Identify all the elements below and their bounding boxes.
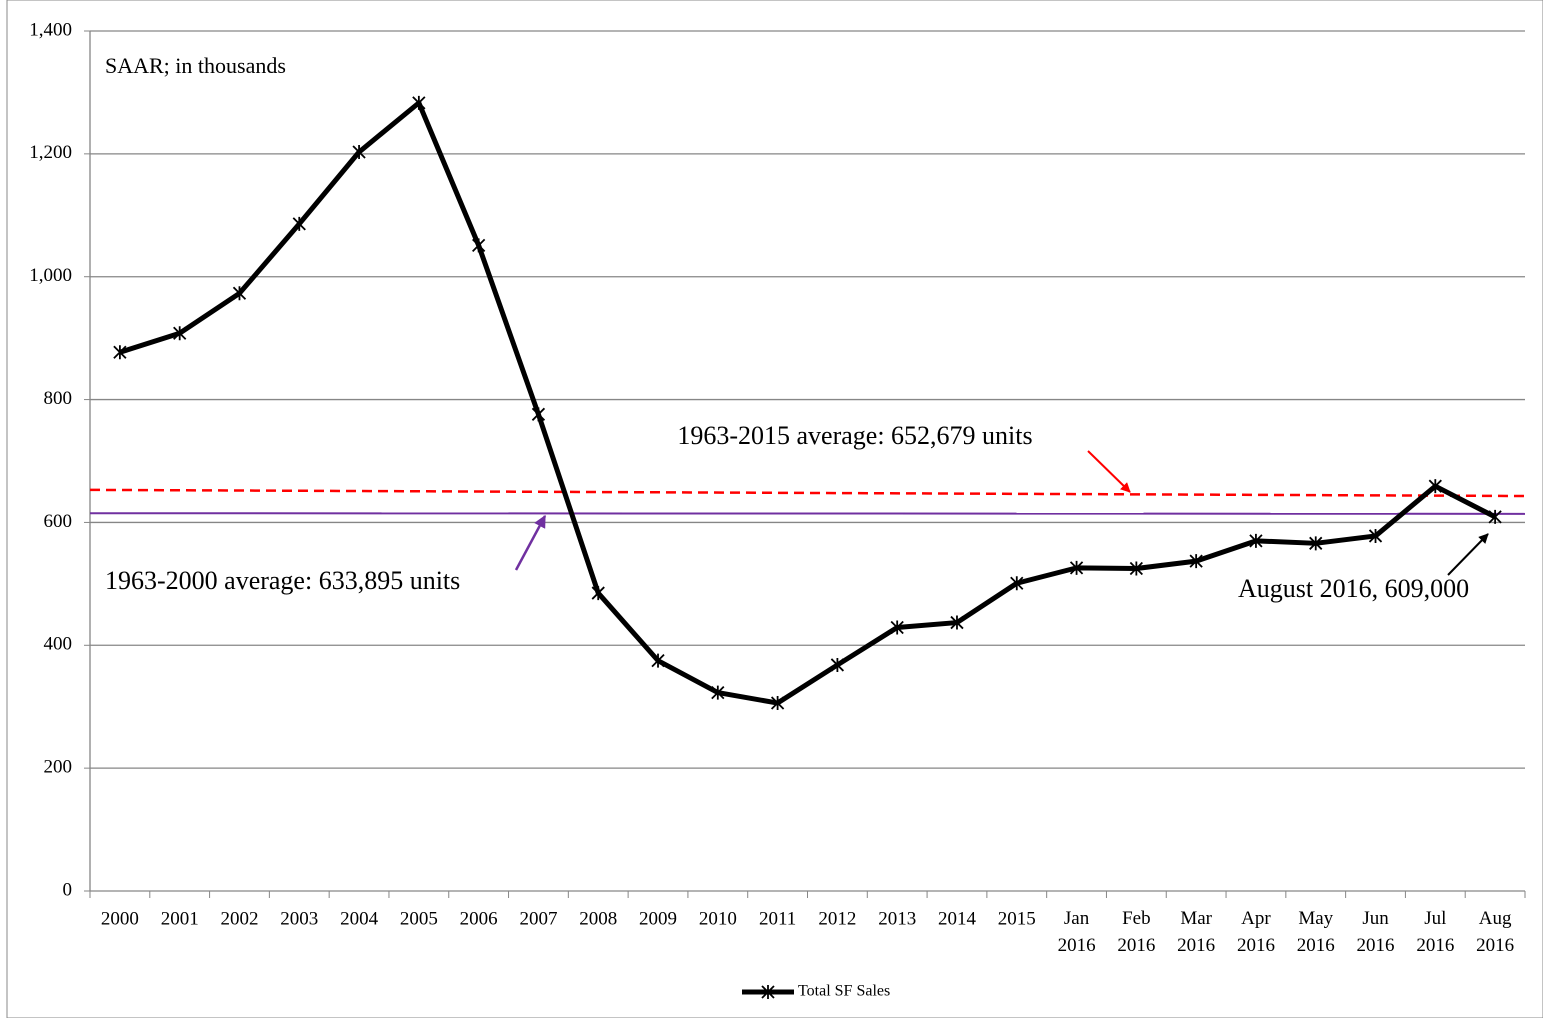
x-tick-label: Jun 2016 (1357, 908, 1395, 956)
data-point (113, 345, 127, 360)
x-tick-label: 2015 (998, 908, 1036, 929)
data-point (950, 615, 964, 630)
x-tick-label: Feb 2016 (1117, 908, 1155, 956)
data-point (770, 696, 785, 711)
data-point (1249, 533, 1263, 548)
chart-frame (6, 0, 1543, 1018)
data-point (412, 95, 426, 110)
x-tick-label: 2000 (101, 908, 139, 929)
legend-label: Total SF Sales (798, 983, 890, 1000)
y-tick-label: 800 (44, 388, 73, 409)
data-point (352, 145, 366, 160)
x-tick-label: 2002 (220, 908, 258, 929)
x-tick-label: 2008 (579, 908, 617, 929)
data-point (1129, 561, 1143, 576)
arrow (514, 514, 547, 571)
x-tick-label: 2005 (400, 908, 438, 929)
x-tick-label: Jul 2016 (1416, 908, 1454, 956)
y-tick-label: 600 (44, 511, 73, 532)
y-tick-label: 0 (63, 879, 73, 900)
legend-marker (761, 985, 775, 999)
x-tick-label: Aug 2016 (1476, 908, 1514, 956)
data-point (1069, 560, 1084, 575)
data-point (591, 586, 605, 601)
y-tick-label: 200 (44, 757, 73, 778)
x-tick-label: 2010 (699, 908, 737, 929)
data-point (1368, 528, 1383, 543)
x-tick-label: Jan 2016 (1058, 908, 1096, 956)
x-tick-label: 2009 (639, 908, 677, 929)
x-tick-label: 2001 (161, 908, 199, 929)
annotation: August 2016, 609,000 (1238, 574, 1469, 603)
data-point (890, 620, 904, 635)
x-tick-label: May 2016 (1297, 908, 1335, 956)
arrow (1087, 450, 1131, 493)
arrow (1447, 533, 1489, 576)
data-point (1488, 509, 1502, 524)
y-tick-label: 1,200 (29, 142, 72, 163)
data-point (1189, 554, 1203, 569)
data-point (1428, 479, 1442, 494)
data-point (1309, 536, 1323, 551)
y-tick-label: 1,400 (29, 19, 72, 40)
annotation: SAAR; in thousands (105, 53, 286, 78)
x-tick-label: 2013 (878, 908, 916, 929)
x-tick-label: Apr 2016 (1237, 908, 1275, 956)
data-point (292, 216, 306, 231)
x-tick-label: Mar 2016 (1177, 908, 1215, 956)
y-tick-label: 400 (44, 634, 73, 655)
x-tick-label: 2012 (818, 908, 856, 929)
x-tick-label: 2004 (340, 908, 379, 929)
reference-line (89, 512, 1526, 515)
data-point (651, 653, 665, 668)
x-tick-label: 2011 (759, 908, 796, 929)
x-tick-label: 2006 (460, 908, 498, 929)
data-point (1010, 576, 1024, 591)
x-tick-label: 2003 (280, 908, 318, 929)
data-point (232, 286, 247, 301)
y-tick-label: 1,000 (29, 265, 72, 286)
data-point (531, 407, 546, 422)
data-point (472, 238, 486, 253)
data-point (711, 685, 725, 700)
annotation: 1963-2000 average: 633,895 units (105, 566, 460, 595)
x-tick-label: 2014 (938, 908, 977, 929)
annotation: 1963-2015 average: 652,679 units (677, 421, 1032, 450)
x-tick-label: 2007 (519, 908, 557, 929)
data-point (173, 326, 187, 341)
data-point (830, 657, 845, 672)
data-line (119, 100, 1497, 706)
